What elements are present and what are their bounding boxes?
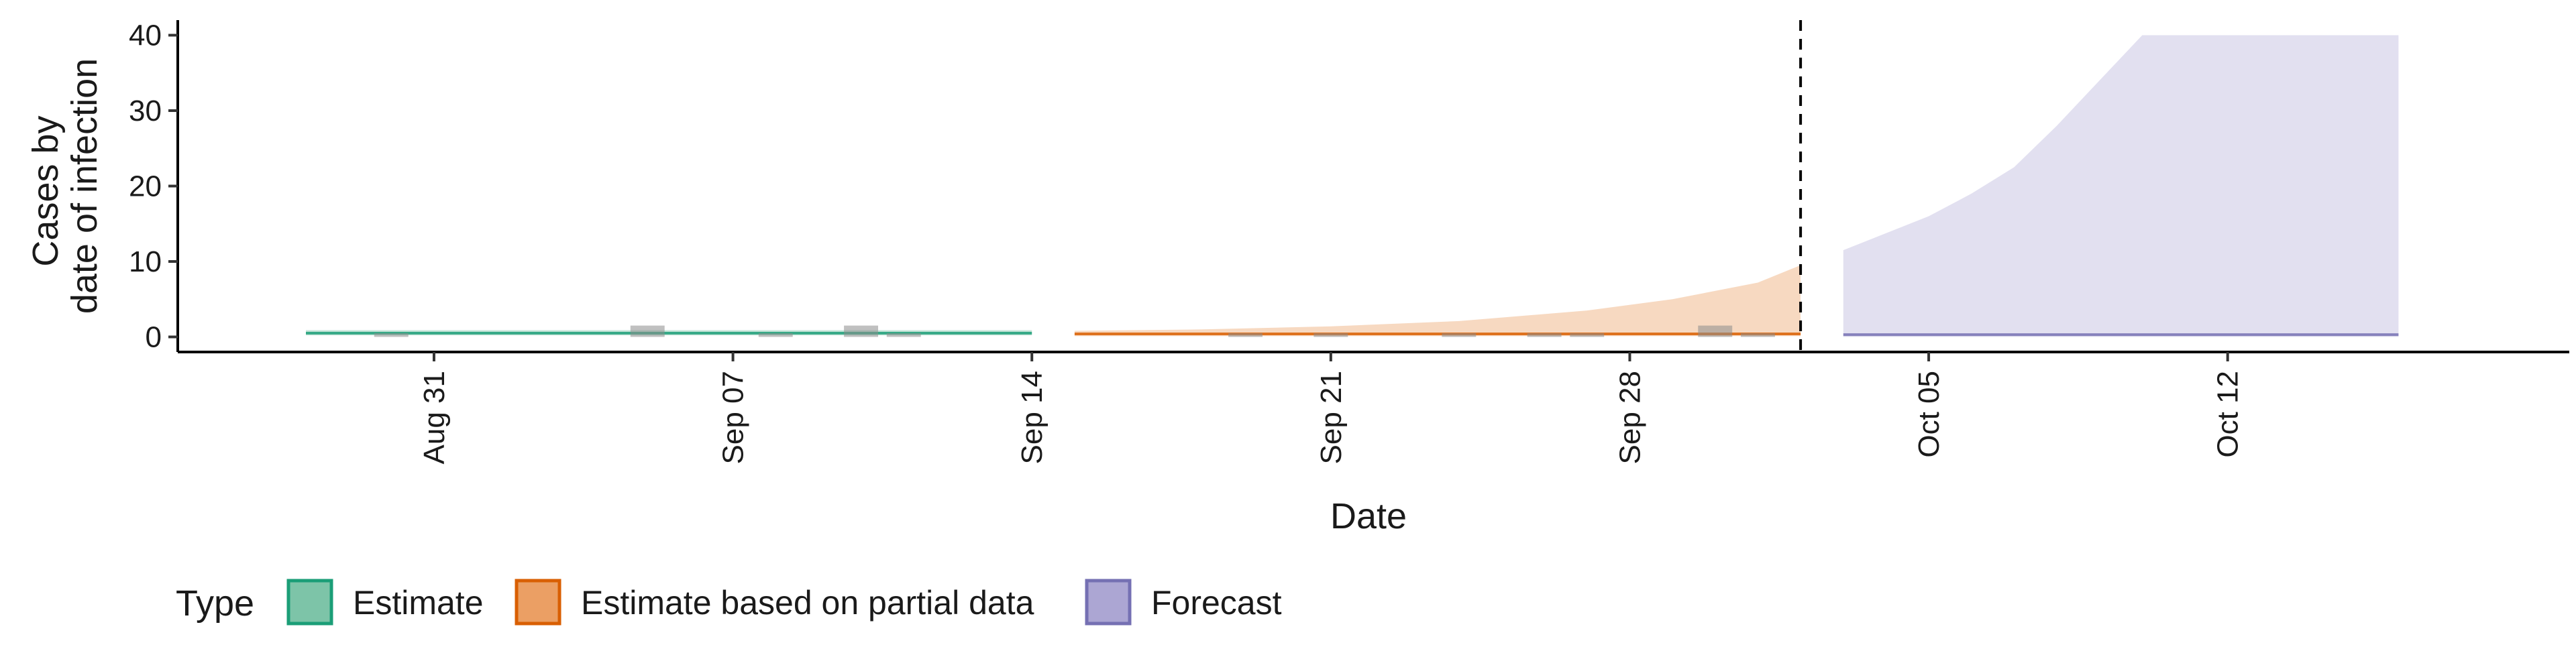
y-tick-label-20: 20 [129,170,162,203]
y-axis-title-line-2: date of infection [64,58,105,314]
y-tick-label-30: 30 [129,95,162,127]
legend-title: Type [176,583,254,624]
observed-case-bar-4 [844,325,878,337]
x-tick-label-sep-07: Sep 07 [717,371,750,464]
x-tick-label-sep-21: Sep 21 [1315,371,1348,464]
forecast-band [1843,35,2399,337]
legend-key-estimate-based-on-partial-data [515,579,561,626]
observed-case-bar-8 [1442,333,1477,337]
x-tick-label-aug-31: Aug 31 [418,371,451,464]
x-tick-label-sep-28: Sep 28 [1614,371,1647,464]
observed-case-bar-12 [1741,333,1775,337]
x-axis-title: Date [1330,496,1407,536]
observed-case-bar-1 [374,333,409,337]
legend-label-estimate-based-on-partial-data: Estimate based on partial data [581,584,1034,622]
y-axis-title-line-1: Cases by [25,115,66,266]
observed-case-bar-7 [1313,333,1348,337]
observed-case-bar-5 [886,333,921,337]
y-tick-label-40: 40 [129,19,162,52]
legend-key-estimate [286,579,333,626]
observed-case-bar-2 [630,325,665,337]
legend-label-forecast: Forecast [1151,584,1282,622]
x-tick-label-oct-05: Oct 05 [1913,371,1945,458]
y-axis-title: Cases by date of infection [25,58,105,314]
legend: Type Estimate Estimate based on partial d… [176,579,1282,626]
observed-case-bar-3 [758,333,793,337]
plot-area [306,20,2399,352]
x-tick-label-sep-14: Sep 14 [1016,371,1049,464]
y-tick-label-0: 0 [146,321,162,354]
y-tick-label-10: 10 [129,245,162,278]
axes: 0 10 20 30 40 Aug 31 Sep 07 Sep 14 Sep 21 Sep 28 O… [129,19,2569,464]
legend-key-forecast [1085,579,1132,626]
observed-case-bar-9 [1527,333,1562,337]
observed-case-bar-11 [1698,325,1733,337]
x-tick-label-oct-12: Oct 12 [2212,371,2245,458]
legend-label-estimate: Estimate [353,584,484,622]
observed-case-bar-6 [1228,333,1263,337]
estimate-based-on-partial-data-band [1074,265,1801,337]
observed-case-bar-10 [1570,333,1605,337]
